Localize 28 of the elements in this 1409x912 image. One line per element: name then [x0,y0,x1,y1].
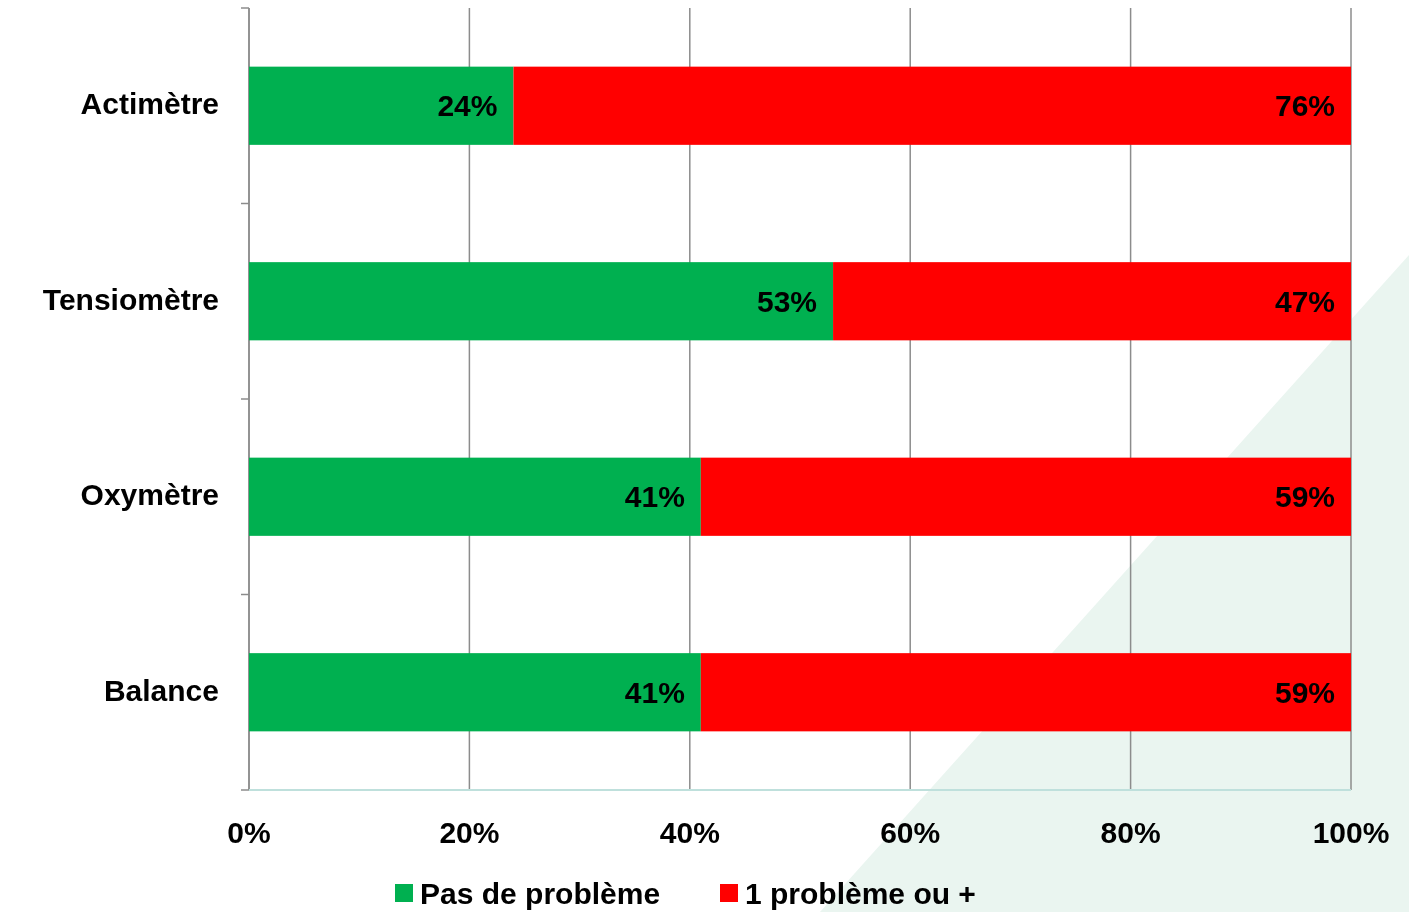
data-label: 53% [757,284,818,318]
x-tick-label: 60% [880,815,941,849]
data-label: 76% [1274,89,1335,123]
bar [700,457,1351,536]
bar [249,653,701,732]
bar [700,653,1351,732]
x-tick-label: 40% [659,815,720,849]
bar [833,262,1351,341]
y-tick-label: Oxymètre [80,478,219,512]
bar [249,66,514,145]
x-tick-label: 80% [1100,815,1161,849]
data-label: 59% [1274,480,1335,514]
y-tick-label: Tensiomètre [42,282,219,316]
data-label: 24% [437,89,498,123]
bar [249,262,834,341]
y-tick-label: Actimètre [80,87,219,121]
x-tick-label: 20% [439,815,500,849]
x-tick-label: 0% [227,815,271,849]
bar [513,66,1351,145]
legend-label: 1 problème ou + [745,876,976,910]
data-label: 59% [1274,675,1335,709]
legend-label: Pas de problème [420,876,661,910]
data-label: 41% [624,480,685,514]
data-label: 47% [1274,284,1335,318]
x-tick-label: 100% [1312,815,1390,849]
y-tick-label: Balance [103,673,219,707]
bar [249,457,701,536]
data-label: 41% [624,675,685,709]
